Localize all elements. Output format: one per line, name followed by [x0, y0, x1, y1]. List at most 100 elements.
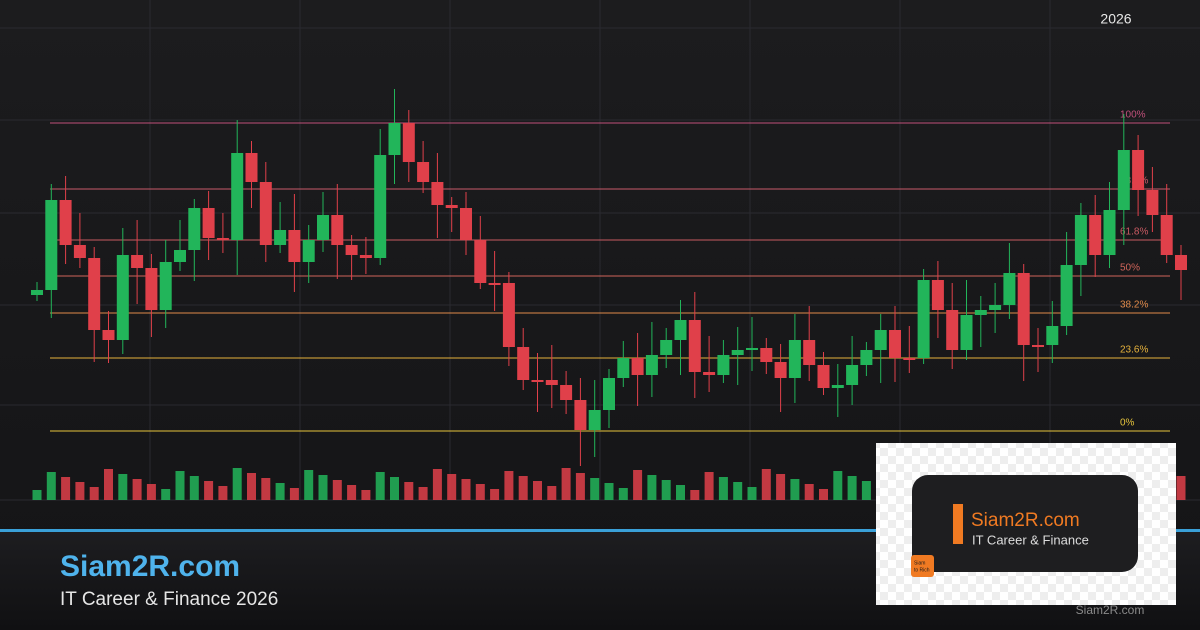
candle — [1032, 345, 1044, 347]
candles — [31, 89, 1187, 466]
volume-bar — [375, 472, 385, 500]
volume-bar — [418, 487, 428, 500]
candle — [1060, 265, 1073, 326]
candle — [717, 355, 730, 375]
candle — [274, 230, 287, 245]
candle — [1117, 150, 1130, 210]
volume-bar — [661, 480, 671, 500]
volume-bar — [104, 469, 113, 500]
footer-subtitle: IT Career & Finance 2026 — [60, 589, 278, 610]
logo-card — [912, 475, 1138, 572]
candle — [674, 320, 687, 340]
fib-label: 50% — [1120, 263, 1140, 274]
candle — [474, 240, 487, 283]
volume-bar — [690, 490, 700, 500]
candle — [774, 362, 787, 378]
volume-bar — [275, 483, 285, 500]
logo-title: Siam2R.com — [971, 510, 1080, 531]
watermark: Siam2R.com — [1076, 603, 1145, 617]
volume-bar — [304, 470, 314, 500]
candle — [188, 208, 201, 250]
candle — [946, 310, 959, 350]
candle — [989, 305, 1002, 310]
candle — [517, 347, 530, 380]
candle — [445, 205, 458, 208]
candle — [259, 182, 272, 245]
volume-bar — [189, 476, 199, 500]
volume-bar — [89, 487, 99, 500]
volume-bar — [32, 490, 42, 500]
candle — [703, 372, 716, 375]
volume-bar — [704, 472, 714, 500]
volume-bar — [804, 484, 814, 500]
candle — [131, 255, 144, 268]
candle — [974, 310, 987, 315]
volume-bar — [232, 468, 242, 500]
candle — [488, 283, 501, 285]
volume-bar — [761, 469, 771, 500]
volume-bar — [347, 485, 357, 500]
volume-bar — [561, 468, 571, 500]
candle — [746, 348, 758, 350]
footer-title: Siam2R.com — [60, 550, 240, 583]
candle — [88, 258, 101, 330]
candle — [502, 283, 515, 347]
volume-bar — [432, 469, 442, 500]
volume-bar — [318, 475, 328, 500]
volume-bar — [590, 478, 600, 500]
candle — [588, 410, 601, 430]
volume-bar — [146, 484, 156, 500]
candle — [174, 250, 186, 262]
candle — [603, 378, 615, 410]
volume-bar — [1176, 476, 1186, 500]
candle — [1089, 215, 1102, 255]
candle — [102, 330, 115, 340]
volume-bar — [776, 474, 786, 500]
volume-bar — [46, 472, 56, 500]
volume-bar — [575, 473, 585, 500]
volume-bar — [718, 477, 728, 500]
volume-bar — [161, 489, 171, 500]
candle — [1132, 150, 1145, 190]
candle — [1074, 215, 1087, 265]
volume-bar — [390, 477, 399, 500]
volume-bar — [204, 481, 214, 500]
candle — [889, 330, 901, 358]
candle — [402, 123, 415, 162]
volume-bar — [447, 474, 457, 500]
candle — [302, 240, 315, 262]
volume-bar — [404, 482, 414, 500]
candle — [288, 230, 301, 262]
candle — [860, 350, 873, 365]
fib-label: 0% — [1120, 418, 1135, 429]
candle — [331, 215, 344, 245]
volume-bar — [475, 484, 485, 500]
logo-icon-text: to Rich — [914, 567, 930, 573]
volume-bar — [247, 473, 256, 500]
volume-bar — [289, 488, 299, 500]
logo-icon — [911, 555, 934, 577]
logo-icon-text: Siam — [914, 560, 925, 566]
candle — [59, 200, 72, 245]
volume-bar — [733, 482, 743, 500]
volume-bar — [504, 471, 514, 500]
candle — [846, 365, 859, 385]
candle — [917, 280, 930, 358]
candle — [1146, 190, 1159, 215]
fib-label: 61.8% — [1120, 227, 1148, 238]
volume-bar — [218, 486, 228, 500]
volume-bar — [261, 478, 271, 500]
candle — [216, 238, 229, 240]
volume-bar — [747, 487, 757, 500]
candle — [817, 365, 830, 388]
candle — [73, 245, 86, 258]
candle — [31, 290, 43, 295]
volume-bar — [633, 470, 643, 500]
volume-bar — [547, 486, 557, 500]
candle — [645, 355, 658, 375]
logo-subtitle: IT Career & Finance — [972, 532, 1089, 547]
fib-label: 38.2% — [1120, 300, 1148, 311]
candle — [1160, 215, 1173, 255]
